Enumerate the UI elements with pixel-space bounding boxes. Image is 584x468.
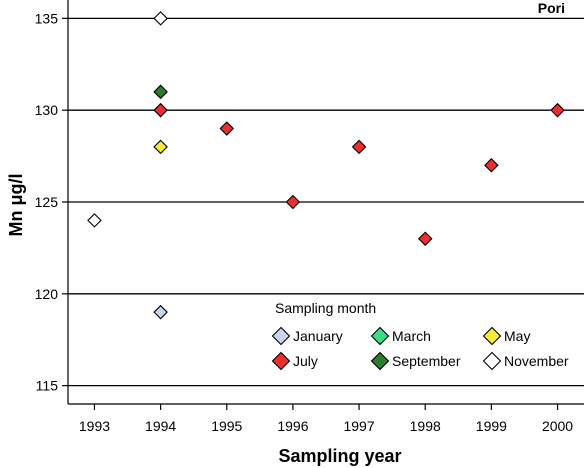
data-point-july [550, 102, 565, 118]
x-tick-label: 1997 [343, 418, 374, 434]
legend: Sampling month January March May July Septem… [271, 300, 569, 371]
legend-title: Sampling month [275, 300, 376, 316]
data-point-january [153, 304, 168, 320]
tick-labels: 115 120 125 130 135 1993 1994 1995 1996 1997 1998 1… [35, 10, 574, 434]
data-point-july [219, 121, 235, 136]
y-tick-label: 135 [35, 10, 59, 26]
data-point-may [153, 139, 168, 155]
y-tick-label: 120 [35, 286, 59, 302]
data-point-november [87, 213, 102, 228]
x-tick-label: 1994 [145, 418, 176, 434]
legend-marker-january [271, 326, 291, 346]
data-point-july [351, 139, 367, 155]
axes [62, 0, 584, 410]
x-tick-label: 1999 [476, 418, 507, 434]
x-tick-label: 1998 [410, 418, 441, 434]
data-point-july [417, 231, 433, 247]
y-tick-label: 130 [35, 102, 59, 118]
legend-label-january: January [293, 328, 343, 344]
legend-label-may: May [504, 328, 530, 344]
legend-marker-november [482, 351, 502, 371]
x-tick-label: 2000 [542, 418, 573, 434]
x-tick-label: 1993 [79, 418, 110, 434]
data-point-july [484, 157, 499, 173]
legend-marker-july [271, 351, 291, 371]
data-point-september [153, 84, 168, 100]
legend-label-september: September [392, 353, 461, 369]
x-tick-label: 1995 [211, 418, 242, 434]
data-point-july [285, 194, 301, 210]
data-point-november [153, 11, 168, 26]
data-point-july [153, 102, 168, 118]
x-axis-title: Sampling year [278, 446, 401, 466]
legend-label-march: March [392, 328, 431, 344]
legend-marker-september [370, 351, 390, 371]
y-tick-label: 125 [35, 194, 59, 210]
legend-label-july: July [293, 353, 318, 369]
legend-label-november: November [504, 353, 569, 369]
legend-marker-march [370, 326, 390, 346]
legend-marker-may [482, 326, 502, 346]
panel-label: Pori [538, 0, 565, 16]
data-points [87, 11, 565, 320]
y-axis-title: Mn μg/l [6, 174, 26, 237]
y-tick-label: 115 [36, 378, 59, 394]
x-tick-label: 1996 [277, 418, 308, 434]
